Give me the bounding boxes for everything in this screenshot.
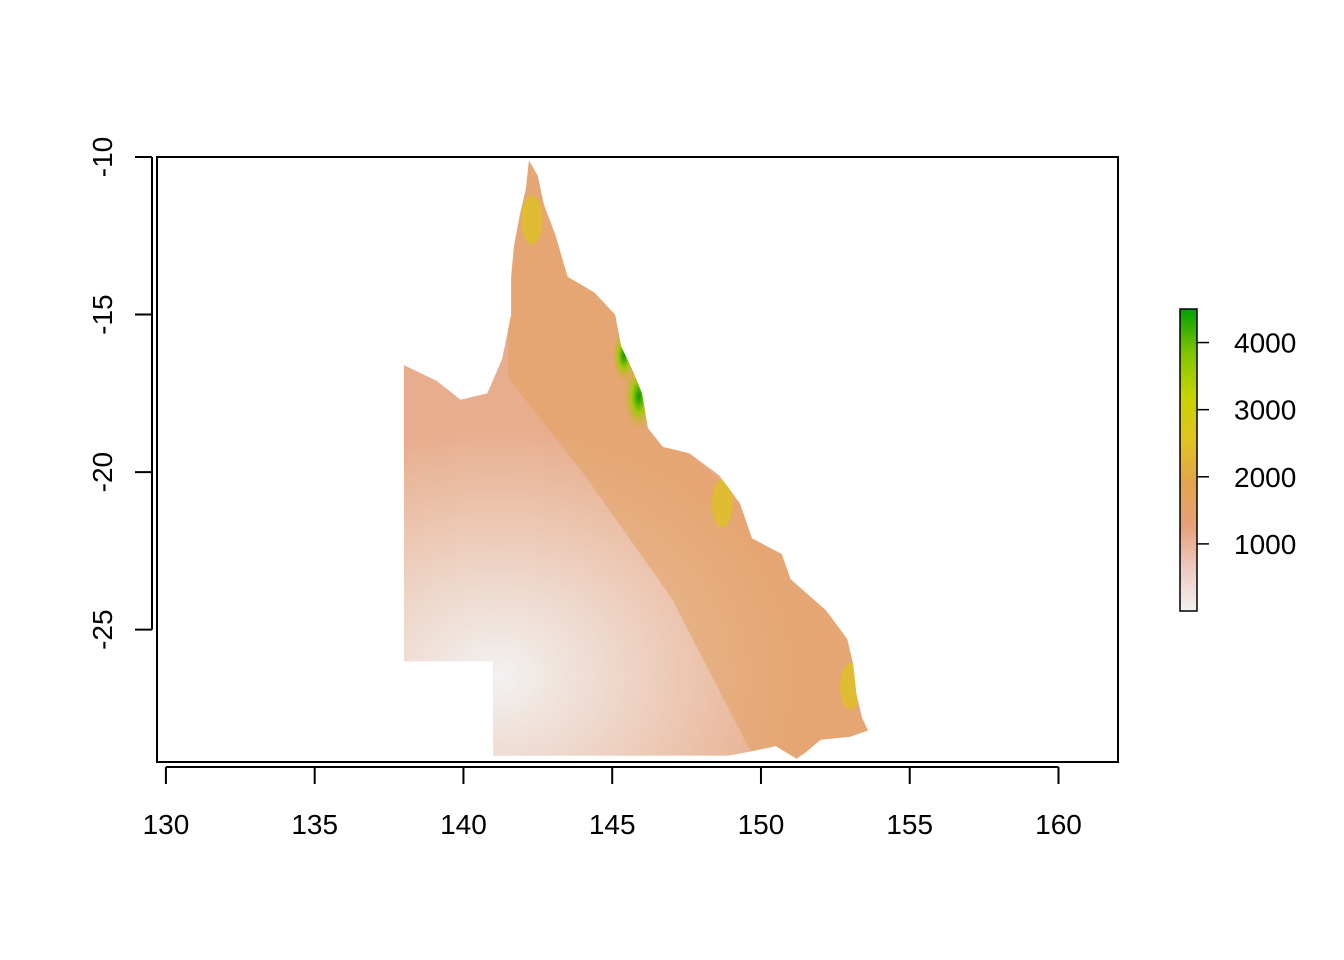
x-tick-label: 160: [1035, 809, 1082, 840]
y-tick-label: -10: [87, 137, 118, 177]
y-tick-label: -20: [87, 452, 118, 492]
legend-ticks: 1000 2000 3000 4000: [1197, 328, 1296, 560]
plot-frame: [156, 156, 1119, 763]
wet-coast-shading: [508, 160, 869, 759]
legend-tick-label: 1000: [1234, 529, 1296, 560]
legend-tick-label: 2000: [1234, 462, 1296, 493]
x-tick-label: 155: [886, 809, 933, 840]
wet-area-2: [611, 326, 637, 385]
legend: 1000 2000 3000 4000: [1179, 308, 1296, 612]
y-tick-label: -25: [87, 609, 118, 649]
wet-area-4: [711, 479, 733, 528]
x-tick-label: 130: [143, 809, 190, 840]
y-axis: -10 -15 -20 -25: [87, 137, 153, 650]
wet-area-5: [840, 663, 861, 710]
wet-area-3: [521, 195, 543, 245]
x-tick-label: 140: [440, 809, 487, 840]
legend-tick-label: 4000: [1234, 328, 1296, 359]
x-tick-label: 150: [738, 809, 785, 840]
legend-color-bar: [1179, 308, 1198, 612]
legend-tick-label: 3000: [1234, 395, 1296, 426]
x-tick-label: 145: [589, 809, 636, 840]
map-region: [403, 160, 869, 759]
x-axis: 130 135 140 145 150 155 160: [143, 766, 1082, 840]
x-tick-label: 135: [291, 809, 338, 840]
y-tick-label: -15: [87, 294, 118, 334]
